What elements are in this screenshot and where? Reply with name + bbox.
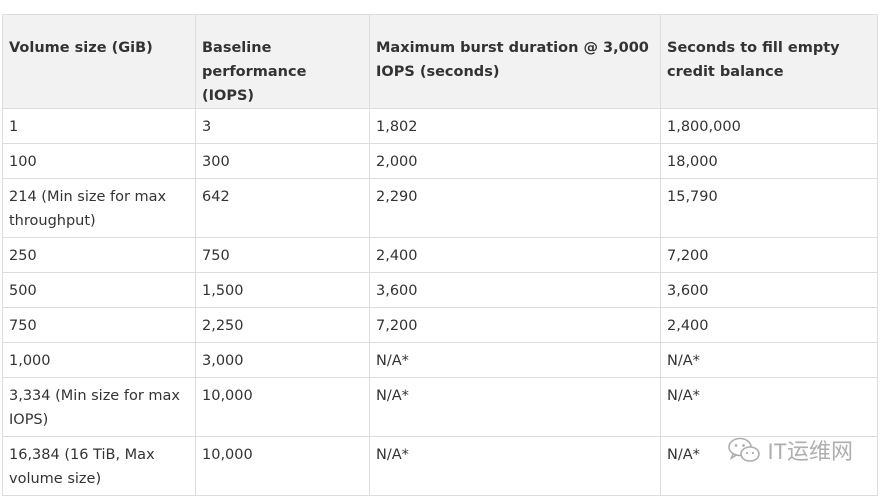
cell-fill-seconds: N/A* bbox=[660, 342, 878, 378]
cell-burst-duration: N/A* bbox=[369, 342, 661, 378]
table-row: 1 3 1,802 1,800,000 bbox=[2, 108, 878, 144]
cell-volume-size: 1,000 bbox=[2, 342, 196, 378]
cell-burst-duration: 2,400 bbox=[369, 237, 661, 273]
cell-volume-size: 214 (Min size for max throughput) bbox=[2, 178, 196, 238]
cell-volume-size: 100 bbox=[2, 143, 196, 179]
cell-burst-duration: N/A* bbox=[369, 436, 661, 496]
cell-volume-size: 3,334 (Min size for max IOPS) bbox=[2, 377, 196, 437]
watermark: IT运维网 bbox=[727, 434, 853, 466]
wechat-icon bbox=[727, 436, 761, 464]
cell-baseline-iops: 300 bbox=[195, 143, 370, 179]
cell-baseline-iops: 3 bbox=[195, 108, 370, 144]
cell-baseline-iops: 2,250 bbox=[195, 307, 370, 343]
cell-fill-seconds: 3,600 bbox=[660, 272, 878, 308]
cell-baseline-iops: 10,000 bbox=[195, 436, 370, 496]
cell-burst-duration: 2,290 bbox=[369, 178, 661, 238]
cell-burst-duration: 1,802 bbox=[369, 108, 661, 144]
cell-volume-size: 750 bbox=[2, 307, 196, 343]
cell-fill-seconds: 18,000 bbox=[660, 143, 878, 179]
header-seconds-to-fill: Seconds to fill empty credit balance bbox=[660, 14, 878, 109]
cell-burst-duration: 7,200 bbox=[369, 307, 661, 343]
table-header-row: Volume size (GiB) Baseline performance (… bbox=[2, 14, 878, 109]
table-row: 3,334 (Min size for max IOPS) 10,000 N/A… bbox=[2, 377, 878, 437]
cell-fill-seconds: 1,800,000 bbox=[660, 108, 878, 144]
cell-burst-duration: 3,600 bbox=[369, 272, 661, 308]
cell-burst-duration: 2,000 bbox=[369, 143, 661, 179]
table-row: 750 2,250 7,200 2,400 bbox=[2, 307, 878, 343]
cell-burst-duration: N/A* bbox=[369, 377, 661, 437]
ebs-burst-table: Volume size (GiB) Baseline performance (… bbox=[2, 14, 878, 496]
cell-volume-size: 500 bbox=[2, 272, 196, 308]
cell-baseline-iops: 1,500 bbox=[195, 272, 370, 308]
table-row: 250 750 2,400 7,200 bbox=[2, 237, 878, 273]
cell-fill-seconds: N/A* bbox=[660, 436, 878, 496]
watermark-text: IT运维网 bbox=[767, 439, 853, 464]
table-row: 16,384 (16 TiB, Max volume size) 10,000 … bbox=[2, 436, 878, 496]
cell-baseline-iops: 3,000 bbox=[195, 342, 370, 378]
cell-baseline-iops: 642 bbox=[195, 178, 370, 238]
table-row: 500 1,500 3,600 3,600 bbox=[2, 272, 878, 308]
header-max-burst-duration: Maximum burst duration @ 3,000 IOPS (sec… bbox=[369, 14, 661, 109]
header-baseline-performance: Baseline performance (IOPS) bbox=[195, 14, 370, 109]
table-row: 100 300 2,000 18,000 bbox=[2, 143, 878, 179]
cell-baseline-iops: 10,000 bbox=[195, 377, 370, 437]
table-row: 214 (Min size for max throughput) 642 2,… bbox=[2, 178, 878, 238]
cell-fill-seconds: N/A* bbox=[660, 377, 878, 437]
cell-volume-size: 16,384 (16 TiB, Max volume size) bbox=[2, 436, 196, 496]
table-row: 1,000 3,000 N/A* N/A* bbox=[2, 342, 878, 378]
cell-volume-size: 250 bbox=[2, 237, 196, 273]
cell-baseline-iops: 750 bbox=[195, 237, 370, 273]
cell-fill-seconds: 7,200 bbox=[660, 237, 878, 273]
cell-fill-seconds: 15,790 bbox=[660, 178, 878, 238]
header-volume-size: Volume size (GiB) bbox=[2, 14, 196, 109]
cell-volume-size: 1 bbox=[2, 108, 196, 144]
cell-fill-seconds: 2,400 bbox=[660, 307, 878, 343]
